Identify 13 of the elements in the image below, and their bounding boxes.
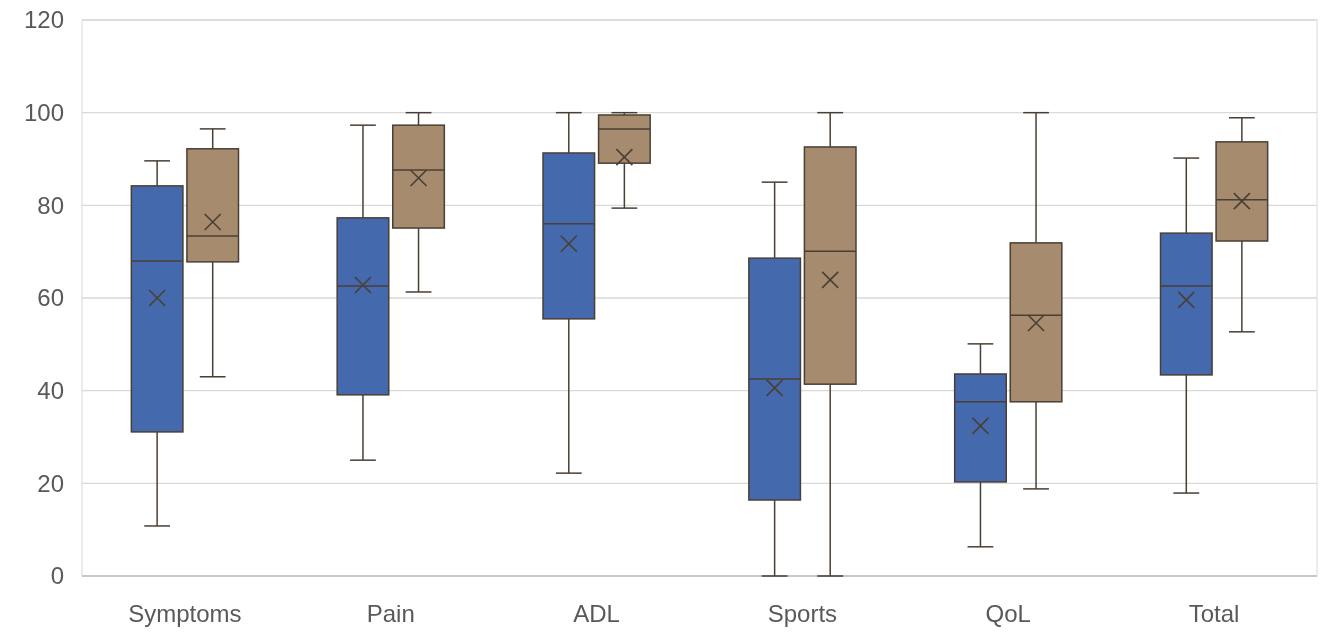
y-tick-label: 20 — [37, 469, 64, 497]
x-tick-label: Symptoms — [128, 600, 242, 627]
y-tick-label: 80 — [37, 191, 64, 219]
x-tick-label: QoL — [985, 600, 1031, 627]
x-tick-label: ADL — [573, 600, 620, 627]
y-tick-label: 60 — [37, 284, 64, 312]
y-tick-label: 120 — [23, 6, 64, 34]
x-tick-label: Sports — [767, 600, 838, 627]
x-tick-label: Pain — [366, 600, 415, 627]
y-tick-label: 40 — [37, 377, 64, 405]
x-tick-label: Total — [1188, 600, 1240, 627]
y-tick-label: 100 — [23, 99, 64, 127]
y-tick-label: 0 — [50, 562, 64, 590]
